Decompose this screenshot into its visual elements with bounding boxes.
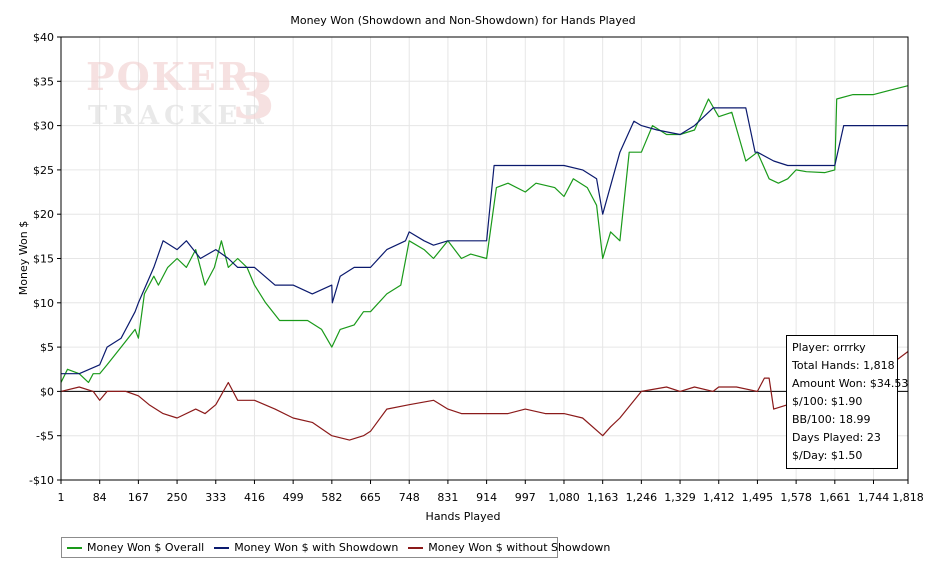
days-played: Days Played: 23 [792,431,881,444]
y-tick-label: $35 [33,75,54,88]
dollars-per-100: $/100: $1.90 [792,395,863,408]
y-tick-label: $0 [40,385,54,398]
legend-label-showdown: Money Won $ with Showdown [234,541,399,554]
y-tick-label: -$10 [29,474,54,487]
x-tick-label: 333 [205,491,226,504]
x-tick-label: 250 [167,491,188,504]
x-tick-label: 1,080 [548,491,580,504]
x-tick-label: 831 [437,491,458,504]
legend-swatch-showdown [214,546,230,549]
x-tick-label: 167 [128,491,149,504]
legend-label-overall: Money Won $ Overall [87,541,205,554]
x-tick-label: 1 [58,491,65,504]
dollars-per-day: $/Day: $1.50 [792,449,863,462]
y-tick-label: $20 [33,208,54,221]
legend-item-showdown: Money Won $ with Showdown [214,541,398,554]
x-tick-label: 499 [283,491,304,504]
y-tick-label: $30 [33,120,54,133]
series-line-overall [60,85,909,384]
total-hands: Total Hands: 1,818 [792,359,895,372]
x-tick-label: 1,163 [587,491,619,504]
x-tick-label: 1,744 [858,491,890,504]
y-axis-label: Money Won $ [17,221,30,295]
y-tick-label: $10 [33,297,54,310]
watermark-number-text: 3 [232,60,275,133]
x-tick-label: 914 [476,491,497,504]
x-tick-label: 748 [399,491,420,504]
x-tick-label: 997 [515,491,536,504]
y-tick-label: $25 [33,164,54,177]
x-tick-label: 1,329 [664,491,696,504]
player-stats-box: Player: orrrky Total Hands: 1,818 Amount… [786,335,909,469]
watermark-poker-text: POKER [86,54,251,99]
y-tick-label: $15 [33,253,54,266]
series-line-showdown [61,107,908,375]
y-axis-ticks: -$10 -$5 $0 $5 $10 $15 $20 $25 $30 $35 $40 [29,31,61,487]
series-line-non-showdown [60,351,909,441]
amount-won: Amount Won: $34.53 [792,377,909,390]
x-axis-ticks: 1 84 167 250 333 416 499 582 665 748 831 914 997 1,08… [58,480,924,504]
x-tick-label: 1,661 [819,491,851,504]
series-layer [60,85,909,441]
watermark-tracker-text: TRACKER [88,101,269,131]
bb-per-100: BB/100: 18.99 [792,413,871,426]
y-tick-label: $5 [40,341,54,354]
x-tick-label: 1,495 [742,491,774,504]
poker-tracker-watermark: POKER TRACKER 3 [86,54,275,133]
y-tick-label: $40 [33,31,54,44]
x-tick-label: 665 [360,491,381,504]
chart-title: Money Won (Showdown and Non-Showdown) fo… [290,14,635,27]
legend-item-non-showdown: Money Won $ without Showdown [408,541,610,554]
x-tick-label: 416 [244,491,265,504]
x-tick-label: 1,246 [626,491,658,504]
x-tick-label: 84 [93,491,107,504]
legend-swatch-overall [67,546,82,549]
x-tick-label: 1,818 [892,491,924,504]
chart-legend: Money Won $ Overall Money Won $ with Sho… [61,537,610,558]
x-axis-label: Hands Played [426,510,501,523]
x-tick-label: 1,412 [703,491,735,504]
legend-swatch-non-showdown [408,546,424,549]
legend-item-overall: Money Won $ Overall [67,541,204,554]
y-tick-label: -$5 [36,430,54,443]
x-tick-label: 582 [321,491,342,504]
player-name: Player: orrrky [792,341,866,354]
x-tick-label: 1,578 [780,491,812,504]
legend-label-non-showdown: Money Won $ without Showdown [428,541,611,554]
